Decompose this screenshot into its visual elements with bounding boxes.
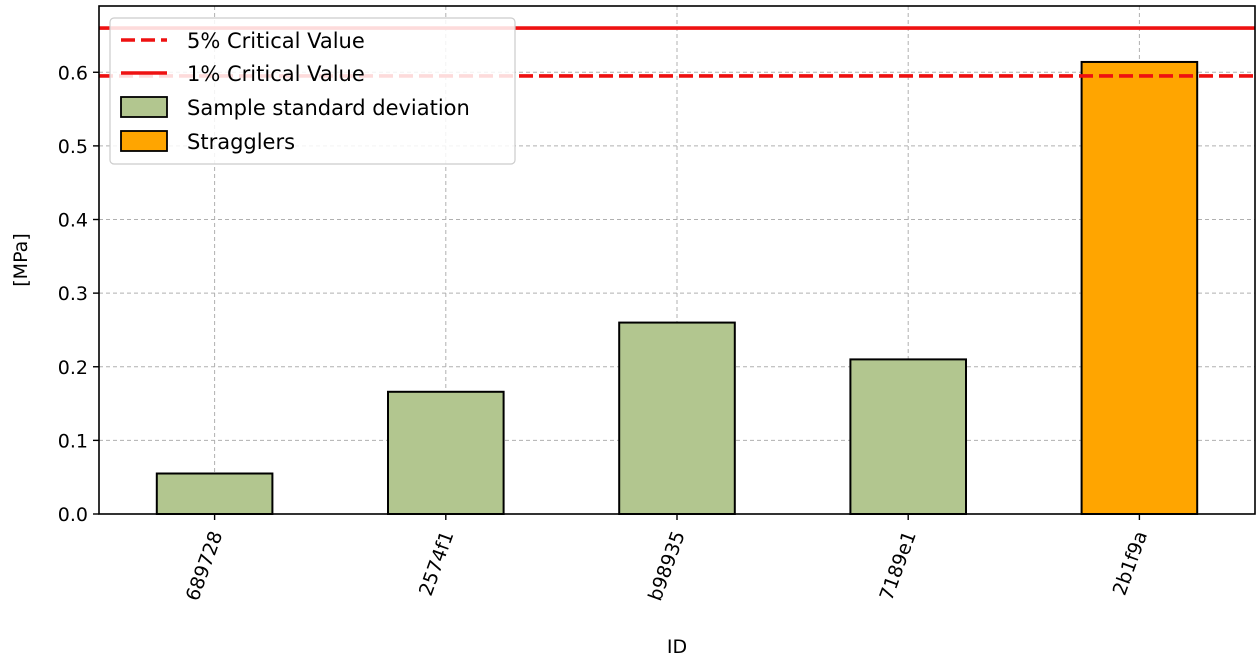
legend-straggler-label: Stragglers: [187, 130, 295, 154]
bar: [387, 390, 505, 515]
y-tick-label: 0.4: [58, 210, 88, 232]
y-tick-label: 0.0: [58, 504, 88, 526]
y-tick-label: 0.3: [58, 283, 88, 305]
legend-1pct-label: 1% Critical Value: [187, 62, 365, 86]
x-axis: 689728 2574f1 b98935 7189e1 2b1f9a: [182, 514, 1152, 604]
y-tick-label: 0.5: [58, 136, 88, 158]
bar: [849, 358, 968, 515]
bars: [155, 60, 1199, 516]
y-axis: 0.0 0.1 0.2 0.3 0.4 0.5 0.6: [58, 62, 99, 526]
x-tick-label: 2b1f9a: [1109, 528, 1152, 598]
x-axis-title: ID: [667, 636, 687, 658]
x-tick-label: 689728: [182, 528, 227, 604]
bar: [618, 321, 736, 515]
legend-frame: [109, 17, 516, 165]
legend-std-swatch: [120, 96, 168, 118]
bar: [155, 472, 274, 515]
bar-straggler: [1080, 60, 1199, 516]
y-tick-label: 0.6: [58, 62, 88, 84]
y-tick-label: 0.1: [58, 430, 88, 452]
x-tick-label: 2574f1: [415, 528, 459, 599]
legend-straggler-swatch: [120, 130, 168, 152]
x-tick-label: b98935: [644, 528, 689, 604]
legend: 5% Critical Value 1% Critical Value Samp…: [109, 17, 516, 165]
y-axis-title: [MPa]: [10, 233, 32, 286]
y-tick-label: 0.2: [58, 357, 88, 379]
legend-5pct-label: 5% Critical Value: [187, 29, 365, 53]
x-tick-label: 7189e1: [876, 528, 921, 603]
legend-std-label: Sample standard deviation: [187, 96, 470, 120]
